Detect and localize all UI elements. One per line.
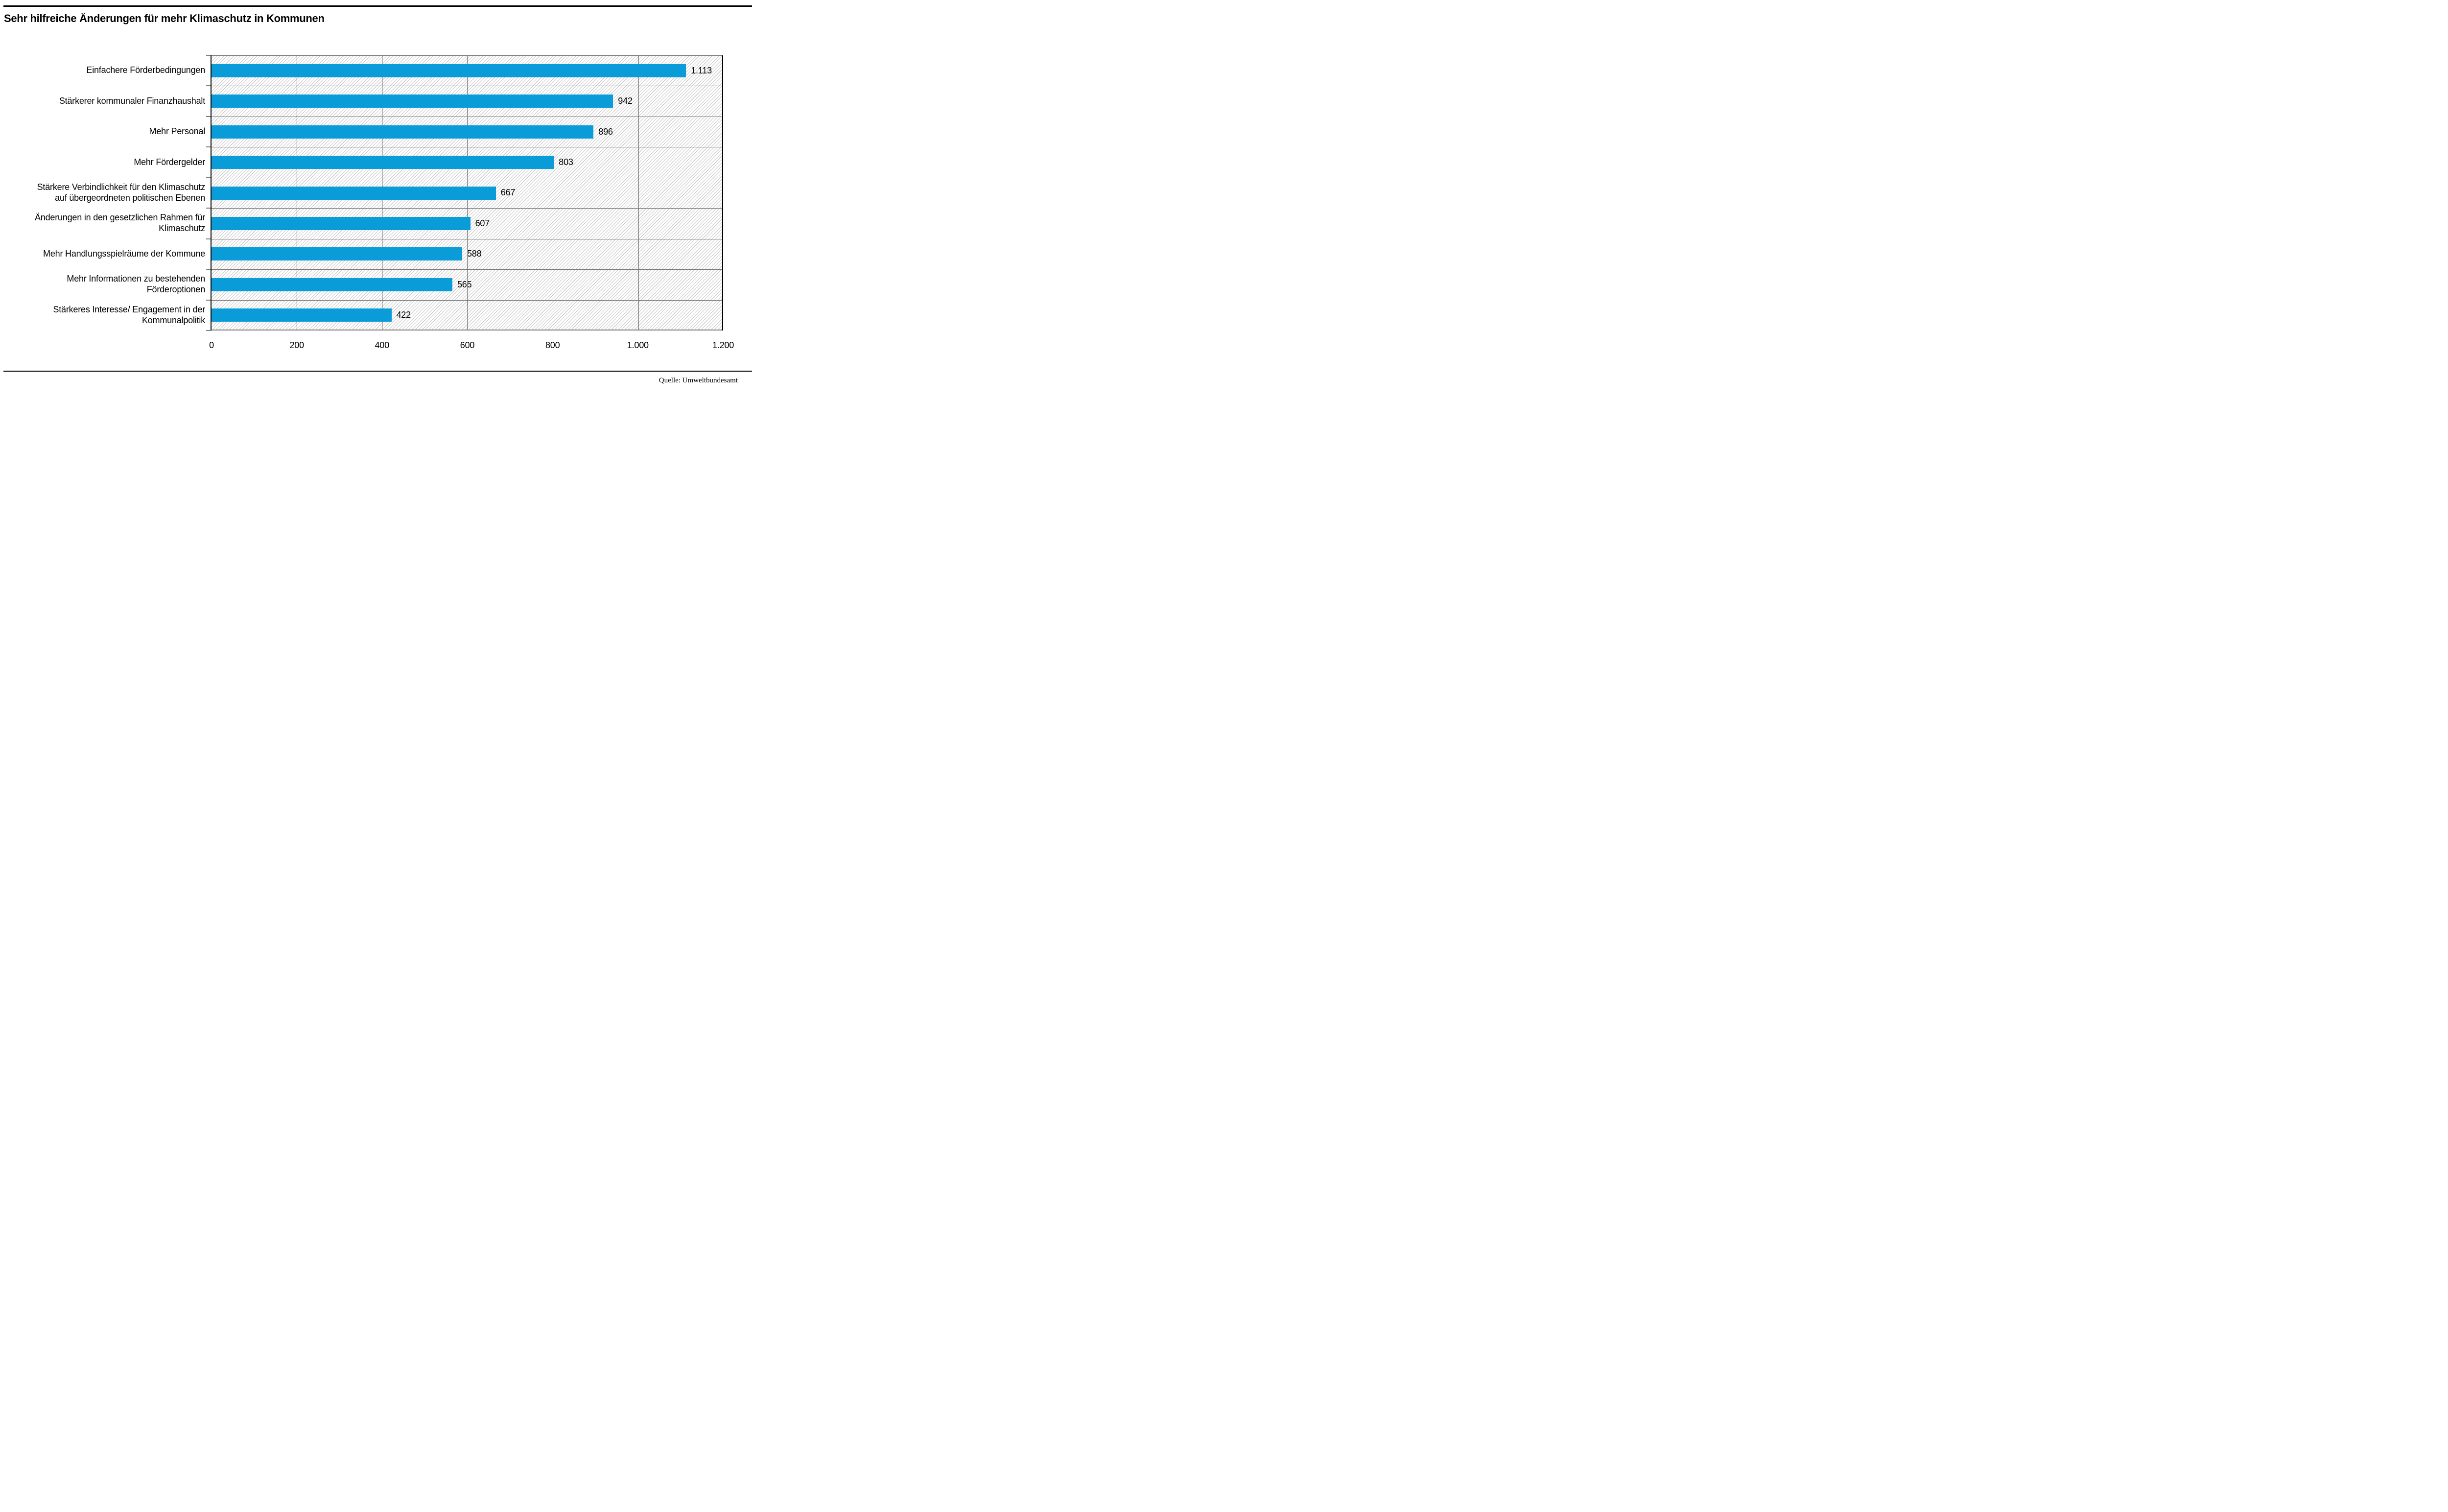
category-label: Stärkeres Interesse/ Engagement in der K… [53,304,205,325]
x-axis-tick-label: 800 [545,340,560,350]
category-label: Mehr Personal [149,126,206,137]
category-label: Mehr Informationen zu bestehenden Förder… [67,274,205,295]
category-label: Stärkerer kommunaler Finanzhaushalt [59,95,205,106]
y-axis-tick [206,269,211,270]
y-axis-line [211,55,212,331]
bar [212,247,462,261]
bar [212,278,452,291]
bar [212,125,594,139]
y-axis-tick [206,85,211,87]
x-axis-tick-label: 1.000 [627,340,649,350]
plot-border-right [722,55,723,331]
chart-title: Sehr hilfreiche Änderungen für mehr Klim… [4,12,325,24]
bar-value-label: 565 [457,279,472,289]
y-axis-tick [206,116,211,117]
bar-value-label: 607 [475,218,490,228]
bar-value-label: 803 [559,157,573,167]
bar [212,308,392,322]
chart-canvas: Sehr hilfreiche Änderungen für mehr Klim… [0,0,755,400]
x-axis-tick-label: 400 [375,340,390,350]
bar [212,156,554,169]
bar [212,186,496,200]
y-axis-tick [206,177,211,178]
y-axis-tick [206,238,211,239]
bar-value-label: 942 [618,96,633,106]
source-note: Quelle: Umweltbundesamt [659,377,738,384]
x-axis-line [212,330,723,331]
category-label: Mehr Handlungsspielräume der Kommune [43,248,205,259]
row-separator [212,269,723,270]
bar [212,216,471,230]
row-separator [212,300,723,301]
category-label: Stärkere Verbindlichkeit für den Klimasc… [37,182,206,203]
y-axis-tick [206,146,211,148]
bar-value-label: 1.113 [691,65,712,75]
bar-value-label: 667 [500,188,516,198]
y-axis-tick [206,55,211,56]
plot-border-top [212,55,723,56]
y-axis-tick [206,330,211,331]
bar-value-label: 588 [467,249,482,259]
x-axis-tick-label: 600 [460,340,475,350]
top-rule [3,5,752,7]
category-label: Einfachere Förderbedingungen [86,65,205,75]
y-axis-tick [206,299,211,301]
row-separator [212,208,723,209]
y-axis-tick [206,208,211,209]
bottom-rule [3,371,752,372]
bar [212,64,686,77]
bar [212,94,613,108]
category-label: Mehr Fördergelder [134,157,205,167]
bar-value-label: 896 [598,126,613,137]
x-axis-tick-label: 0 [209,340,214,350]
x-axis-tick-label: 1.200 [712,340,734,350]
category-label: Änderungen in den gesetzlichen Rahmen fü… [34,213,205,234]
x-axis-tick-label: 200 [289,340,304,350]
bar-value-label: 422 [396,310,411,320]
